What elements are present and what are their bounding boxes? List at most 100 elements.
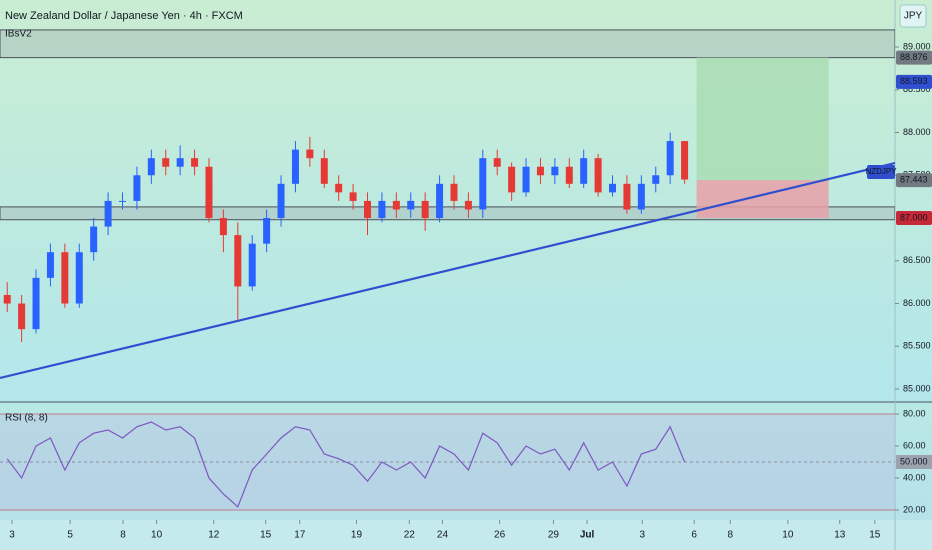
trendline: [0, 161, 895, 380]
candle-body: [609, 183, 617, 193]
candle-body: [90, 226, 98, 253]
candle-body: [536, 166, 544, 176]
trendline-label-box: [867, 165, 895, 180]
x-tick-label: 24: [437, 530, 449, 541]
trendline-label: NZDJPY: [865, 167, 897, 176]
price-label-box: [896, 74, 932, 89]
candle-body: [407, 200, 415, 210]
rsi-tick-label: 60.00: [903, 440, 926, 450]
x-tick-label: 15: [260, 530, 272, 541]
candle-body: [147, 158, 155, 176]
rsi-tick-label: 40.00: [903, 472, 926, 482]
candle-body: [263, 218, 271, 244]
candle-body: [277, 183, 285, 219]
currency[interactable]: JPY: [904, 11, 923, 22]
plot: [0, 29, 895, 380]
x-tick-label: 15: [869, 530, 881, 541]
candle-body: [508, 166, 516, 193]
rsi-tick-label: 80.00: [903, 408, 926, 418]
candle-body: [522, 166, 530, 193]
overlay: 85.00085.50086.00086.50087.50088.00088.5…: [0, 41, 932, 541]
x-tick-label: 26: [494, 530, 506, 541]
candle-body: [75, 252, 83, 304]
candle-body: [18, 303, 26, 330]
x-tick-label: 10: [782, 530, 794, 541]
candle-body: [176, 158, 184, 167]
candle-body: [335, 183, 343, 193]
y-tick-label: 86.500: [903, 255, 931, 265]
candle-body: [320, 158, 328, 184]
zone: [0, 29, 895, 59]
y-tick-label: 85.000: [903, 383, 931, 393]
candle-body: [349, 192, 357, 201]
x-tick-label: 19: [351, 530, 363, 541]
candle-body: [493, 158, 501, 167]
candle-body: [32, 277, 40, 330]
candle-body: [421, 200, 429, 219]
candle-body: [219, 218, 227, 236]
candle-body: [565, 166, 573, 184]
candle-body: [46, 252, 54, 278]
price-label-box: [896, 211, 932, 226]
candle-body: [234, 235, 242, 287]
candle-body: [436, 183, 444, 219]
candle-body: [306, 149, 314, 159]
y-tick-label: 89.000: [903, 41, 931, 51]
x-tick-label: 8: [727, 530, 733, 541]
x-tick-label: 10: [151, 530, 163, 541]
price-label: 88.876: [900, 52, 928, 62]
rsi-pane: [0, 402, 932, 520]
x-tick-label: 13: [834, 530, 846, 541]
rsi-tick-label: 20.00: [903, 504, 926, 514]
candle-body: [364, 200, 372, 219]
candle-body: [637, 183, 645, 210]
x-tick-label: 12: [208, 530, 220, 541]
x-tick-label: 5: [67, 530, 73, 541]
candle-body: [580, 158, 588, 184]
candle-body: [378, 200, 386, 219]
chart-title: New Zealand Dollar / Japanese Yen · 4h ·…: [5, 10, 243, 22]
candle-body: [652, 175, 660, 184]
candle-body: [191, 158, 199, 167]
price-label-box: [896, 50, 932, 65]
candle-body: [681, 141, 689, 180]
price-label: 87.443: [900, 175, 928, 185]
price-label: 88.593: [900, 76, 928, 86]
candle-body: [464, 200, 472, 210]
x-tick-label: 22: [404, 530, 416, 541]
candle-body: [291, 149, 299, 184]
x-tick-label: Jul: [580, 530, 595, 541]
candle-body: [666, 141, 674, 176]
rsi-value-box: [896, 455, 932, 469]
time-axis: [0, 520, 932, 550]
candle-body: [392, 200, 400, 210]
x-tick-label: 8: [120, 530, 126, 541]
price-label: 87.000: [900, 212, 928, 222]
stop-zone: [696, 180, 829, 219]
candle-body: [119, 200, 127, 202]
rsi-name: RSI (8, 8): [5, 413, 48, 424]
rsi-value-label: 50.000: [900, 456, 928, 466]
candle-body: [594, 158, 602, 193]
candle-body: [479, 158, 487, 210]
candle-body: [61, 252, 69, 304]
candle-body: [205, 166, 213, 219]
x-tick-label: 3: [640, 530, 646, 541]
x-tick-label: 29: [548, 530, 560, 541]
y-tick-label: 85.500: [903, 341, 931, 351]
indicator-name: IBsV2: [5, 29, 32, 40]
candle-body: [551, 166, 559, 176]
x-tick-label: 17: [294, 530, 306, 541]
candle-body: [450, 183, 458, 201]
x-tick-label: 3: [9, 530, 15, 541]
currency-button[interactable]: [899, 4, 927, 28]
candle-body: [133, 175, 141, 201]
candle-body: [104, 200, 112, 227]
y-tick-label: 88.000: [903, 127, 931, 137]
y-tick-label: 88.500: [903, 84, 931, 94]
candle-body: [3, 294, 11, 304]
candle-body: [623, 183, 631, 210]
price-label-box: [896, 173, 932, 188]
candle-body: [162, 158, 170, 167]
